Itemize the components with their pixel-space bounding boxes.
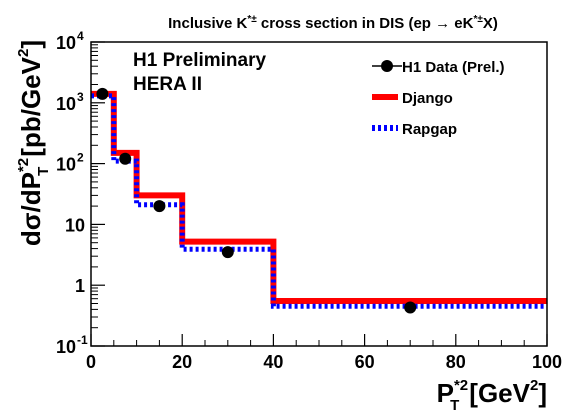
data-point-1	[96, 87, 109, 100]
x-tick-label: 100	[532, 352, 562, 372]
y-axis-label: dσ/dP*2 T[pb/GeV2]	[15, 40, 52, 246]
data-point-5	[404, 301, 417, 314]
y-tick-base: 10	[56, 33, 76, 53]
series-rapgap-line	[91, 93, 547, 309]
x-tick-label: 20	[172, 352, 192, 372]
legend-label-django: Django	[402, 90, 453, 107]
y-tick-base: 10	[65, 215, 85, 235]
y-tick-exponent: 2	[77, 151, 84, 165]
annotation-line-2: HERA II	[133, 74, 202, 95]
y-tick-label: 1	[75, 276, 85, 296]
legend-data-marker	[381, 60, 393, 72]
y-tick-exponent: 3	[77, 90, 84, 104]
x-tick-label: 80	[446, 352, 466, 372]
y-tick-base: 1	[75, 276, 85, 296]
legend-label-data: H1 Data (Prel.)	[402, 59, 505, 76]
x-tick-label: 40	[263, 352, 283, 372]
data-point-2	[119, 152, 132, 165]
series-django-line	[91, 90, 547, 304]
x-axis-label: P*2 T [GeV2]	[437, 377, 547, 414]
y-tick-exponent: 4	[77, 29, 84, 43]
data-point-3	[153, 200, 166, 213]
chart-title: Inclusive K*± cross section in DIS (ep →…	[168, 14, 498, 32]
y-tick-label: 10	[65, 215, 85, 235]
x-tick-label: 0	[86, 352, 96, 372]
y-tick-label: 10	[56, 155, 76, 175]
plot-area	[91, 87, 547, 314]
y-tick-label: 10	[56, 94, 76, 114]
y-tick-base: 10	[56, 337, 76, 357]
data-point-4	[221, 246, 234, 259]
legend: H1 Data (Prel.) Django Rapgap	[372, 59, 505, 138]
y-tick-exponent: -1	[77, 333, 88, 347]
y-tick-label: 10	[56, 337, 76, 357]
annotation-line-1: H1 Preliminary	[133, 50, 266, 71]
y-tick-base: 10	[56, 94, 76, 114]
x-tick-label: 60	[355, 352, 375, 372]
y-tick-base: 10	[56, 155, 76, 175]
y-tick-label: 10	[56, 33, 76, 53]
legend-label-rapgap: Rapgap	[402, 121, 457, 138]
